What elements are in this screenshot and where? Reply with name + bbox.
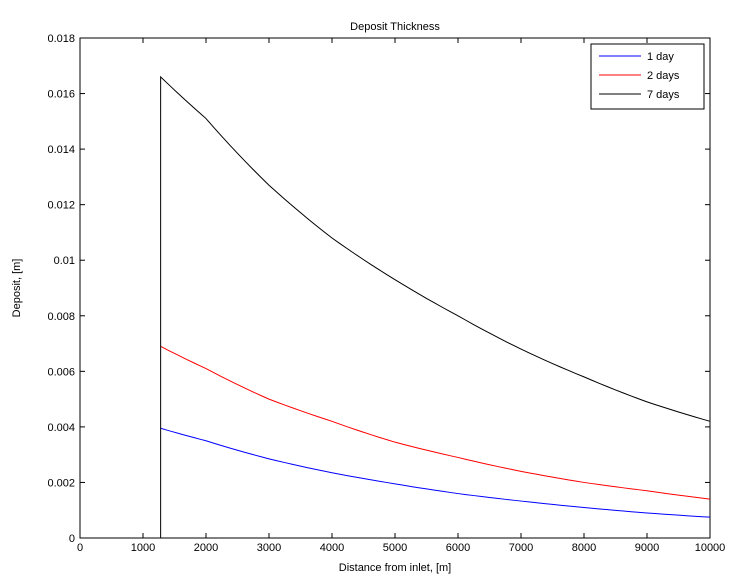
x-tick-label: 1000 xyxy=(131,542,155,554)
x-tick-label: 3000 xyxy=(257,542,281,554)
x-tick-label: 9000 xyxy=(635,542,659,554)
y-tick-label: 0.006 xyxy=(47,366,75,378)
series-lines xyxy=(160,75,711,538)
legend: 1 day 2 days 7 days xyxy=(590,43,705,110)
x-tick-label: 7000 xyxy=(509,542,533,554)
x-tick-label: 4000 xyxy=(320,542,344,554)
series-line-3 xyxy=(160,75,711,538)
y-tick-label: 0.004 xyxy=(47,422,75,434)
legend-label: 7 days xyxy=(647,89,680,101)
y-tick-label: 0.002 xyxy=(47,477,75,489)
legend-label: 2 days xyxy=(647,70,680,82)
legend-box xyxy=(590,43,705,110)
x-axis-label: Distance from inlet, [m] xyxy=(339,562,451,574)
x-tick-label: 8000 xyxy=(572,542,596,554)
series-line-2 xyxy=(160,345,711,500)
y-axis-label: Deposit, [m] xyxy=(11,259,23,318)
x-tick-label: 10000 xyxy=(695,542,726,554)
plot-area xyxy=(79,37,711,539)
y-tick-label: 0.008 xyxy=(47,311,75,323)
y-tick-label: 0.01 xyxy=(54,255,75,267)
y-tick-label: 0.012 xyxy=(47,200,75,212)
y-tick-label: 0.014 xyxy=(47,144,75,156)
chart-title: Deposit Thickness xyxy=(350,21,440,33)
y-tick-label: 0 xyxy=(69,533,75,545)
x-tick-label: 6000 xyxy=(446,542,470,554)
legend-label: 1 day xyxy=(647,51,674,63)
x-tick-label: 5000 xyxy=(383,542,407,554)
y-tick-label: 0.016 xyxy=(47,89,75,101)
y-tick-label: 0.018 xyxy=(47,33,75,45)
series-line-1 xyxy=(160,427,711,518)
x-tick-label: 0 xyxy=(77,542,83,554)
axis-ticks: 0 1000 2000 3000 4000 5000 6000 7000 8000 9000 100… xyxy=(47,33,725,554)
x-tick-label: 2000 xyxy=(194,542,218,554)
